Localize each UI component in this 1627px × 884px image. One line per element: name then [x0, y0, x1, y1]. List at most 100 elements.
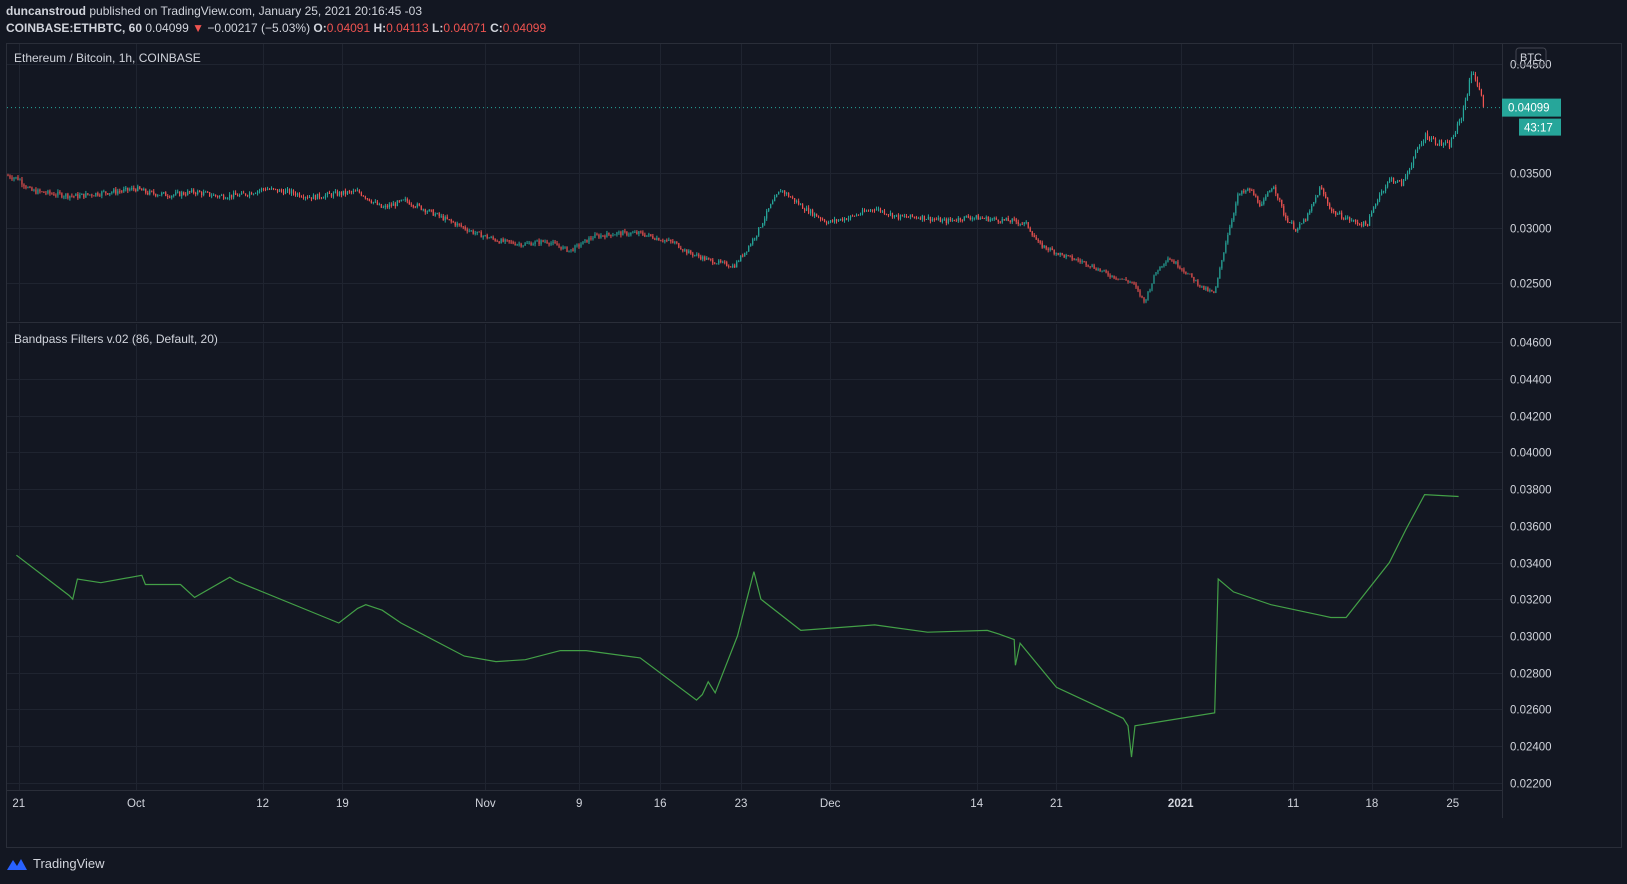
candle	[919, 217, 921, 220]
candle	[1119, 278, 1121, 280]
price-pane-title: Ethereum / Bitcoin, 1h, COINBASE	[14, 51, 201, 65]
candle	[1173, 260, 1175, 264]
candle	[135, 189, 137, 192]
candle	[131, 187, 133, 190]
candle	[145, 188, 147, 193]
candle	[971, 218, 973, 220]
candle	[1123, 278, 1125, 280]
candle	[1245, 190, 1247, 193]
candle	[1083, 261, 1085, 263]
candle	[1315, 197, 1317, 203]
candle	[93, 195, 95, 197]
candle	[448, 219, 450, 220]
candle	[626, 231, 628, 236]
candle	[668, 239, 670, 241]
candle	[219, 195, 221, 198]
candle	[346, 191, 349, 195]
candle	[1037, 239, 1039, 242]
candle	[1460, 118, 1463, 121]
candle	[1382, 191, 1385, 192]
candle	[252, 193, 255, 195]
candle	[754, 238, 756, 240]
time-tick-label: 14	[970, 798, 983, 810]
candle	[1017, 221, 1019, 225]
candle	[989, 219, 991, 222]
candle	[1215, 287, 1217, 293]
candle	[582, 241, 584, 245]
candle	[101, 191, 103, 196]
candle	[985, 216, 987, 219]
candle	[310, 197, 313, 200]
candle	[163, 192, 165, 194]
candle	[1043, 245, 1045, 248]
candle	[1115, 278, 1117, 279]
candle	[696, 254, 698, 256]
time-tick-label: 9	[576, 798, 582, 810]
candle	[1121, 278, 1123, 280]
candle	[366, 198, 368, 200]
candle	[981, 217, 983, 219]
candle	[350, 191, 352, 193]
candle	[853, 215, 856, 217]
candle	[642, 232, 644, 235]
candle	[376, 201, 378, 205]
candle	[1482, 95, 1485, 107]
candle	[1410, 165, 1413, 170]
candle	[199, 191, 201, 193]
author-name[interactable]: duncanstroud	[6, 4, 86, 18]
candle	[819, 217, 822, 220]
high-value: 0.04113	[386, 21, 429, 35]
candle	[742, 255, 744, 257]
candle	[1107, 272, 1109, 276]
candle	[390, 204, 392, 206]
candle	[63, 196, 65, 198]
candle	[175, 192, 177, 195]
candle	[688, 250, 690, 254]
candle	[1177, 261, 1179, 267]
candle	[1359, 224, 1361, 225]
candle	[807, 207, 810, 214]
candle	[292, 190, 295, 194]
candle	[29, 187, 31, 189]
candle	[1201, 285, 1203, 287]
candle	[869, 209, 872, 211]
candle	[636, 232, 638, 234]
candle	[1067, 255, 1069, 257]
candle	[412, 205, 414, 207]
candle	[294, 193, 297, 196]
last-price-tag	[1502, 98, 1561, 117]
candle	[558, 245, 560, 247]
candle	[1281, 199, 1283, 207]
candle	[500, 239, 502, 244]
candle	[456, 223, 458, 226]
candle	[620, 231, 622, 236]
candle	[31, 187, 33, 191]
high-label: H:	[373, 21, 387, 35]
candle	[418, 203, 420, 206]
candle	[714, 263, 716, 265]
candle	[1337, 214, 1339, 215]
brand-name[interactable]: TradingView	[33, 856, 105, 871]
candle	[1089, 266, 1091, 267]
candle	[748, 246, 750, 252]
candle	[726, 262, 728, 266]
candle	[1141, 295, 1143, 298]
candle	[734, 265, 736, 268]
candle	[1406, 172, 1409, 177]
candle	[496, 240, 498, 242]
candle	[1301, 223, 1303, 225]
chart-container[interactable]	[6, 43, 1622, 848]
candle	[1205, 287, 1207, 290]
candle	[736, 261, 738, 268]
candle	[1253, 190, 1255, 196]
candle	[542, 240, 544, 242]
candle	[530, 242, 532, 246]
candle	[538, 240, 540, 244]
candle	[790, 196, 792, 198]
candle	[506, 239, 508, 241]
candle	[143, 188, 145, 191]
candle	[911, 214, 914, 217]
candle	[1143, 297, 1145, 302]
candle	[432, 210, 434, 216]
